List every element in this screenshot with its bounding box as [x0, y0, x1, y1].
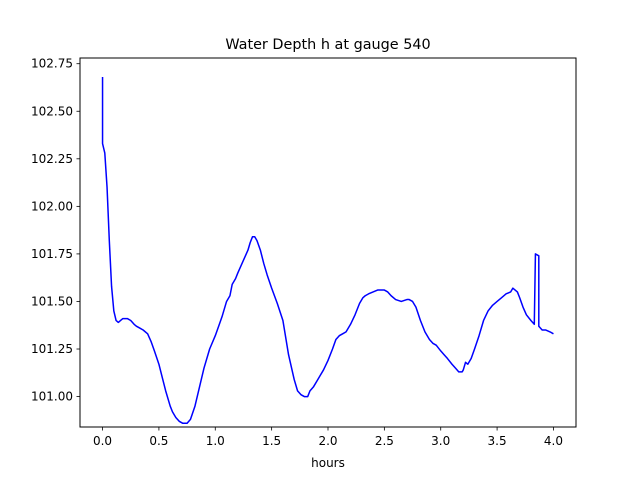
- x-tick-label: 2.0: [318, 434, 337, 448]
- y-tick-label: 102.00: [31, 199, 73, 213]
- y-tick-label: 102.25: [31, 152, 73, 166]
- y-axis: 101.00 101.25 101.50 101.75 102.00 102.25 102.…: [31, 57, 80, 404]
- y-tick-label: 101.75: [31, 247, 73, 261]
- y-tick-label: 102.75: [31, 57, 73, 71]
- x-tick-label: 1.0: [206, 434, 225, 448]
- x-tick-label: 3.0: [431, 434, 450, 448]
- x-tick-label: 4.0: [544, 434, 563, 448]
- y-tick-label: 101.25: [31, 342, 73, 356]
- x-tick-label: 0.0: [93, 434, 112, 448]
- x-tick-label: 3.5: [488, 434, 507, 448]
- chart-title: Water Depth h at gauge 540: [225, 37, 430, 53]
- y-tick-label: 101.00: [31, 390, 73, 404]
- x-tick-label: 0.5: [149, 434, 168, 448]
- x-axis: 0.0 0.5 1.0 1.5 2.0 2.5 3.0 3.5 4.0: [93, 427, 563, 448]
- x-axis-label: hours: [311, 456, 345, 470]
- x-tick-label: 1.5: [262, 434, 281, 448]
- series-line-0: [101, 77, 554, 424]
- y-tick-label: 101.50: [31, 294, 73, 308]
- x-tick-label: 2.5: [375, 434, 394, 448]
- plot-area: [101, 77, 554, 424]
- y-tick-label: 102.50: [31, 104, 73, 118]
